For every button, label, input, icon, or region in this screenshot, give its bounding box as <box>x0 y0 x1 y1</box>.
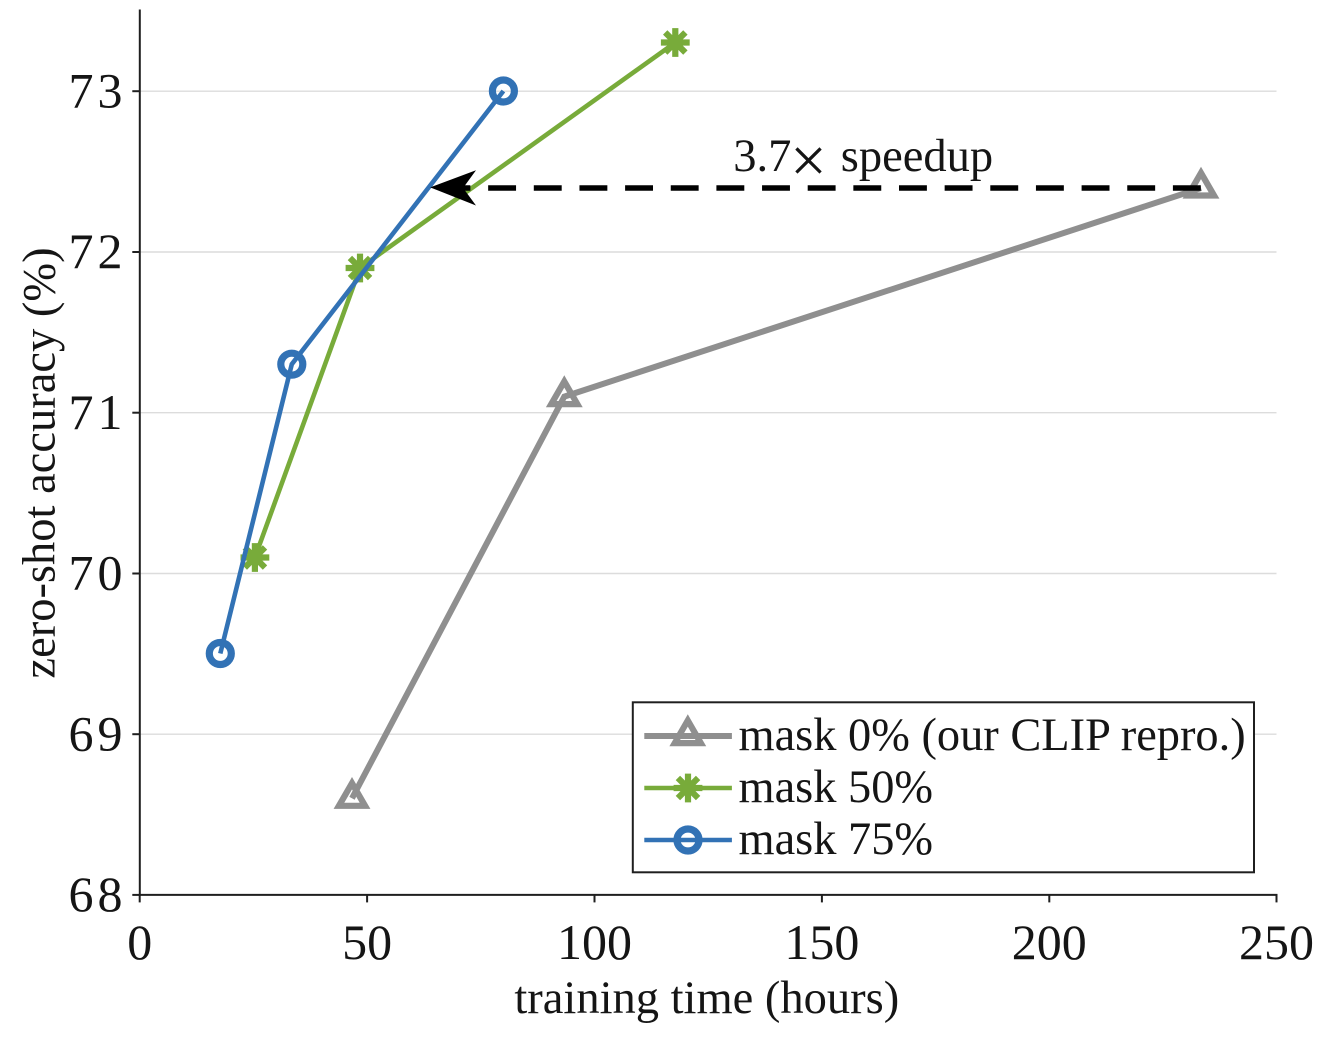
svg-text:250: 250 <box>1239 914 1314 970</box>
svg-text:200: 200 <box>1012 914 1087 970</box>
svg-text:73: 73 <box>69 62 127 118</box>
svg-text:zero-shot accuracy (%): zero-shot accuracy (%) <box>14 247 65 678</box>
svg-text:70: 70 <box>69 545 127 601</box>
svg-text:100: 100 <box>557 914 632 970</box>
svg-text:training time (hours): training time (hours) <box>514 973 899 1024</box>
svg-text:3.7: 3.7 <box>733 131 791 182</box>
svg-text:mask 0% (our CLIP repro.): mask 0% (our CLIP repro.) <box>739 710 1246 761</box>
svg-text:150: 150 <box>784 914 859 970</box>
svg-text:69: 69 <box>69 705 127 761</box>
svg-text:72: 72 <box>69 223 127 279</box>
svg-text:71: 71 <box>69 384 127 440</box>
svg-text:50: 50 <box>342 914 392 970</box>
svg-text:speedup: speedup <box>841 131 993 182</box>
svg-text:×: × <box>790 125 827 197</box>
svg-text:68: 68 <box>69 866 127 922</box>
svg-text:mask 50%: mask 50% <box>739 762 934 813</box>
svg-text:0: 0 <box>127 914 152 970</box>
svg-text:mask 75%: mask 75% <box>739 814 934 865</box>
